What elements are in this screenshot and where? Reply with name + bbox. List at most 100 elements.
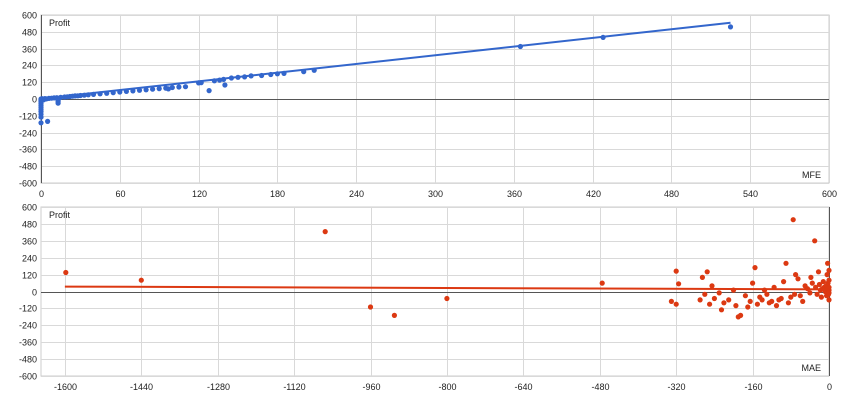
data-point	[676, 281, 682, 287]
data-point	[169, 84, 175, 91]
x-tick-label: -1440	[130, 382, 153, 392]
data-point	[63, 269, 69, 276]
plot-area	[40, 206, 830, 377]
data-point	[795, 276, 801, 282]
y-tick-label: 480	[22, 28, 37, 38]
data-point	[783, 260, 789, 266]
data-point	[790, 217, 796, 223]
data-point	[668, 298, 675, 304]
y-tick-label: -240	[19, 129, 37, 139]
y-tick-label: -600	[19, 179, 37, 189]
y-tick-label: -480	[19, 162, 37, 172]
data-point	[45, 118, 51, 124]
data-point	[718, 307, 725, 313]
data-point	[750, 280, 756, 286]
data-point	[709, 283, 715, 289]
data-point	[754, 301, 761, 307]
data-point	[814, 291, 820, 297]
data-point	[792, 291, 798, 297]
data-point	[825, 260, 831, 266]
y-tick-label: 120	[22, 271, 37, 281]
x-tick-label: 180	[270, 189, 285, 199]
data-point	[820, 279, 826, 285]
y-tick-label: -480	[19, 355, 37, 365]
data-point	[778, 295, 784, 302]
data-point	[702, 291, 708, 297]
x-tick-label: 0	[39, 189, 44, 199]
y-tick-label: 480	[22, 220, 37, 230]
data-point	[742, 293, 749, 299]
y-tick-label: -360	[19, 338, 37, 348]
data-point	[752, 265, 758, 271]
x-axis-label: MFE	[802, 170, 821, 180]
data-point	[800, 298, 806, 304]
data-point	[182, 84, 189, 90]
x-tick-label: -480	[591, 382, 609, 392]
data-point	[716, 290, 722, 296]
data-point	[824, 272, 830, 278]
x-tick-label: -1280	[207, 382, 230, 392]
y-tick-label: -240	[19, 321, 37, 331]
data-point	[711, 295, 718, 302]
chart-panel-2: 600 480 360 240 120 0 -120 -240 -360 -480 -600 -160…	[19, 203, 832, 393]
data-point	[788, 294, 794, 300]
data-point	[826, 267, 832, 273]
data-point	[391, 312, 397, 318]
x-tick-label: -1600	[54, 382, 77, 392]
data-point	[826, 277, 832, 283]
x-tick-label: -960	[362, 382, 380, 392]
y-tick-label: -120	[19, 112, 37, 122]
data-point	[808, 274, 814, 280]
y-tick-label: 240	[22, 61, 37, 71]
y-tick-label: 360	[22, 237, 37, 247]
data-point	[367, 304, 374, 310]
data-point	[444, 295, 450, 302]
data-point	[138, 277, 144, 283]
x-tick-label: -640	[514, 382, 532, 392]
data-point	[826, 290, 832, 296]
x-tick-label: 600	[822, 189, 837, 199]
data-point	[38, 120, 44, 126]
x-tick-label: 240	[349, 189, 364, 199]
y-tick-label: 0	[32, 288, 37, 298]
data-point	[769, 298, 775, 304]
data-point	[599, 280, 605, 286]
y-tick-label: -120	[19, 304, 37, 314]
data-point	[773, 303, 780, 309]
data-point	[727, 24, 734, 30]
data-point	[697, 297, 703, 303]
y-tick-label: -360	[19, 145, 37, 155]
data-point	[733, 303, 739, 309]
data-point	[707, 301, 713, 307]
data-point	[797, 293, 803, 299]
x-tick-label: 300	[428, 189, 443, 199]
y-tick-label: 600	[22, 203, 37, 213]
data-point	[809, 280, 815, 286]
data-point	[143, 87, 149, 93]
data-point	[721, 300, 727, 306]
data-point	[222, 82, 228, 88]
x-tick-label: 0	[827, 382, 832, 392]
x-tick-label: -320	[667, 382, 685, 392]
x-tick-label: 540	[743, 189, 758, 199]
data-point	[807, 290, 813, 296]
x-tick-label: 360	[507, 189, 522, 199]
y-tick-label: 600	[22, 11, 37, 21]
y-tick-label: 240	[22, 254, 37, 264]
data-point	[150, 86, 156, 92]
data-point	[764, 291, 770, 297]
data-point	[781, 279, 787, 285]
data-point	[673, 268, 679, 274]
y-axis-label: Profit	[49, 210, 71, 220]
x-tick-label: 420	[586, 189, 601, 199]
y-tick-label: 360	[22, 45, 37, 55]
data-point	[322, 229, 328, 235]
data-point	[176, 84, 182, 90]
x-tick-label: -1120	[283, 382, 305, 392]
data-point	[816, 281, 823, 288]
x-tick-label: -800	[438, 382, 456, 392]
y-tick-label: 120	[22, 78, 37, 88]
